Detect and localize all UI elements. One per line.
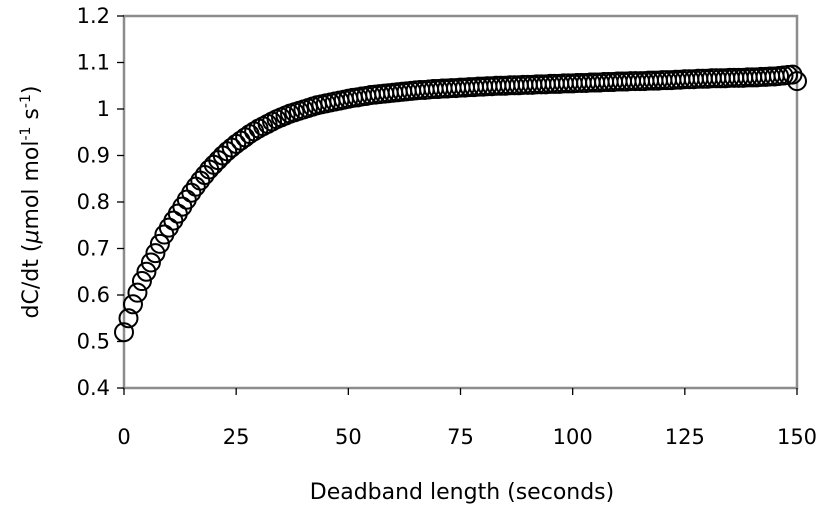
data-point	[136, 261, 157, 282]
x-tick-label: 125	[665, 425, 705, 449]
data-point	[131, 271, 152, 292]
data-point	[190, 170, 211, 191]
data-point	[127, 282, 148, 303]
x-tick-label: 0	[117, 425, 130, 449]
y-tick-label: 0.6	[77, 283, 110, 307]
y-axis-title-sup-a: -1	[18, 127, 34, 141]
x-tick-label: 75	[447, 425, 474, 449]
data-points	[114, 64, 807, 343]
x-tick-label: 50	[335, 425, 362, 449]
data-point	[122, 294, 143, 315]
y-tick-label: 1	[97, 97, 110, 121]
data-point	[140, 252, 161, 273]
y-tick-label: 0.7	[77, 237, 110, 261]
y-axis-title-prefix: dC/dt (	[19, 244, 44, 319]
y-tick-label: 0.9	[77, 144, 110, 168]
data-point	[145, 243, 166, 264]
x-tick-label: 100	[553, 425, 593, 449]
y-axis-title-unit-a: mol mol	[19, 141, 44, 230]
y-axis-title: dC/dt (μmol mol-1 s-1)	[18, 86, 44, 319]
y-axis-title-sup-b: -1	[18, 94, 34, 108]
y-tick-label: 0.8	[77, 190, 110, 214]
y-tick-label: 1.2	[77, 4, 110, 28]
x-tick-label: 25	[223, 425, 250, 449]
y-axis-title-mu: μ	[19, 230, 44, 245]
y-tick-label: 0.5	[77, 330, 110, 354]
data-point	[114, 322, 134, 343]
x-tick-label: 150	[777, 425, 817, 449]
x-axis: 0 25 50 75 100 125 150	[117, 388, 817, 449]
y-axis-title-unit-b: s	[19, 108, 44, 126]
data-point	[782, 64, 803, 85]
y-axis-title-suffix: )	[19, 86, 44, 95]
data-point	[118, 308, 139, 329]
data-point	[149, 233, 170, 254]
y-axis: 0.4 0.5 0.6 0.7 0.8 0.9 1 1.1 1.2	[77, 4, 124, 400]
x-axis-title: Deadband length (seconds)	[310, 480, 614, 505]
y-tick-label: 0.4	[77, 376, 110, 400]
y-tick-label: 1.1	[77, 51, 110, 75]
data-point	[185, 176, 206, 197]
data-point	[787, 71, 807, 92]
